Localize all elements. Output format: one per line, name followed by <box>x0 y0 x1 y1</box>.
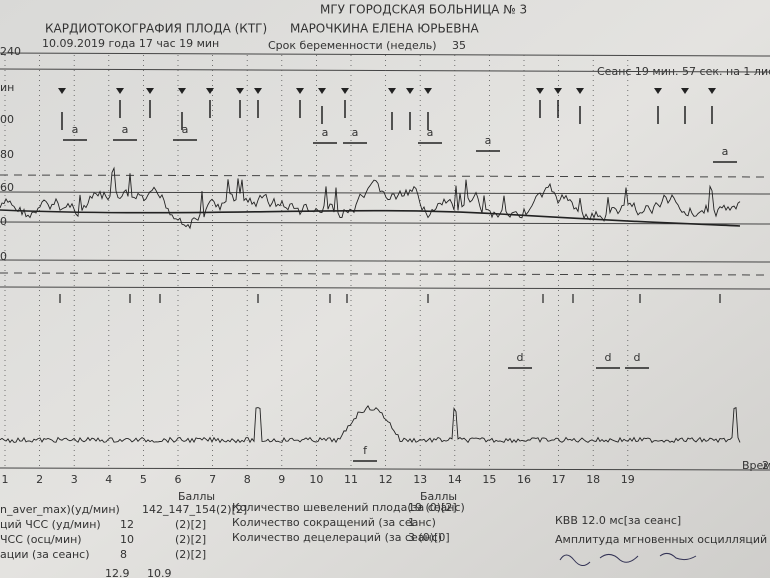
left-table-cell: (2)[2] <box>175 518 206 531</box>
movement-marker <box>708 88 716 94</box>
left-table-cell: n_aver_max)(уд/мин) <box>0 503 120 516</box>
time-label: Время,мин <box>742 459 770 472</box>
left-table-cell: 10 <box>120 533 134 546</box>
minute-label: 8 <box>244 473 251 486</box>
event-label: d <box>605 351 612 364</box>
fhr-trace <box>0 166 741 230</box>
left-table-cell: (2)[2] <box>175 548 206 561</box>
movement-marker <box>178 88 186 94</box>
mid-table-cell: Количество сокращений (за сеанс) <box>232 516 436 529</box>
mid-table-cell: 3 (0)[0] <box>408 531 450 544</box>
movement-marker <box>554 88 562 94</box>
minute-label: 13 <box>413 473 427 486</box>
left-label: 240 <box>0 45 21 58</box>
mid-table-cell: 1 <box>408 516 415 529</box>
minute-label: 1 <box>2 473 9 486</box>
left-table-cell: ации (за сеанс) <box>0 548 90 561</box>
mid-table-cell: Количество шевелений плода(за сеанс) <box>232 501 465 514</box>
baseline <box>0 209 741 227</box>
left-table-cell: 8 <box>120 548 127 561</box>
movement-marker <box>654 88 662 94</box>
score-header-left: Баллы <box>178 490 215 503</box>
event-label: a <box>72 123 79 136</box>
movement-marker <box>424 88 432 94</box>
term-label: Срок беременности (недель) <box>268 39 437 52</box>
left-table-cell: ЧСС (осц/мин) <box>0 533 82 546</box>
movement-marker <box>576 88 584 94</box>
left-label: 60 <box>0 181 14 194</box>
left-label: 0 <box>0 250 7 263</box>
minute-label: 2 <box>36 473 43 486</box>
event-label: a <box>322 126 329 139</box>
left-label: 0 <box>0 215 7 228</box>
time-end: 2 <box>762 459 769 472</box>
handwriting <box>559 552 697 566</box>
movement-marker <box>296 88 304 94</box>
minute-label: 6 <box>175 473 182 486</box>
datetime: 10.09.2019 года 17 час 19 мин <box>42 37 219 50</box>
mid-table-cell: Количество децелераций (за сеанс) <box>232 531 442 544</box>
minute-label: 16 <box>517 473 531 486</box>
movement-marker <box>116 88 124 94</box>
mid-table-cell: 19 (0)[2] <box>408 501 457 514</box>
minute-label: 11 <box>344 473 358 486</box>
amplitude: Амплитуда мгновенных осцилляций <box>555 533 767 546</box>
movement-marker <box>341 88 349 94</box>
event-label: a <box>427 126 434 139</box>
movement-marker <box>58 88 66 94</box>
patient: МАРОЧКИНА ЕЛЕНА ЮРЬЕВНА <box>290 22 480 36</box>
left-table-cell: 142_147_154(2)[2] <box>142 503 247 516</box>
event-label: a <box>352 126 359 139</box>
title: КАРДИОТОКОГРАФИЯ ПЛОДА (КТГ) <box>45 22 267 36</box>
term-value: 35 <box>452 39 466 52</box>
hospital: МГУ ГОРОДСКАЯ БОЛЬНИЦА № 3 <box>320 3 527 17</box>
toco-trace <box>0 404 741 444</box>
event-label: d <box>634 351 641 364</box>
minute-label: 12 <box>379 473 393 486</box>
minute-label: 3 <box>71 473 78 486</box>
event-label: a <box>122 123 129 136</box>
minute-label: 10 <box>309 473 323 486</box>
left-label: 80 <box>0 148 14 161</box>
left-bottom: 10.9 <box>147 567 172 578</box>
minute-label: 17 <box>552 473 566 486</box>
kvv: КВВ 12.0 мс[за сеанс] <box>555 514 681 527</box>
chart-frame <box>0 52 770 471</box>
movement-marker <box>536 88 544 94</box>
left-table-cell: (2)[2] <box>175 533 206 546</box>
event-label: a <box>182 123 189 136</box>
movement-marker <box>206 88 214 94</box>
minute-label: 4 <box>105 473 112 486</box>
minute-label: 15 <box>482 473 496 486</box>
event-label: a <box>485 134 492 147</box>
minute-label: 14 <box>448 473 462 486</box>
minute-label: 9 <box>278 473 285 486</box>
movement-marker <box>681 88 689 94</box>
event-label: d <box>517 351 524 364</box>
event-label: f <box>363 444 368 457</box>
movement-marker <box>318 88 326 94</box>
left-bottom: 12.9 <box>105 567 130 578</box>
movement-marker <box>146 88 154 94</box>
left-label: 00 <box>0 113 14 126</box>
minute-label: 18 <box>586 473 600 486</box>
event-label: a <box>722 145 729 158</box>
left-table-cell: ций ЧСС (уд/мин) <box>0 518 101 531</box>
score-header-mid: Баллы <box>420 490 457 503</box>
left-table-cell: 12 <box>120 518 134 531</box>
movement-marker <box>388 88 396 94</box>
movement-marker <box>236 88 244 94</box>
minute-label: 5 <box>140 473 147 486</box>
movement-marker <box>254 88 262 94</box>
movement-marker <box>406 88 414 94</box>
left-label: ин <box>0 81 14 94</box>
minute-label: 7 <box>209 473 216 486</box>
minute-label: 19 <box>621 473 635 486</box>
